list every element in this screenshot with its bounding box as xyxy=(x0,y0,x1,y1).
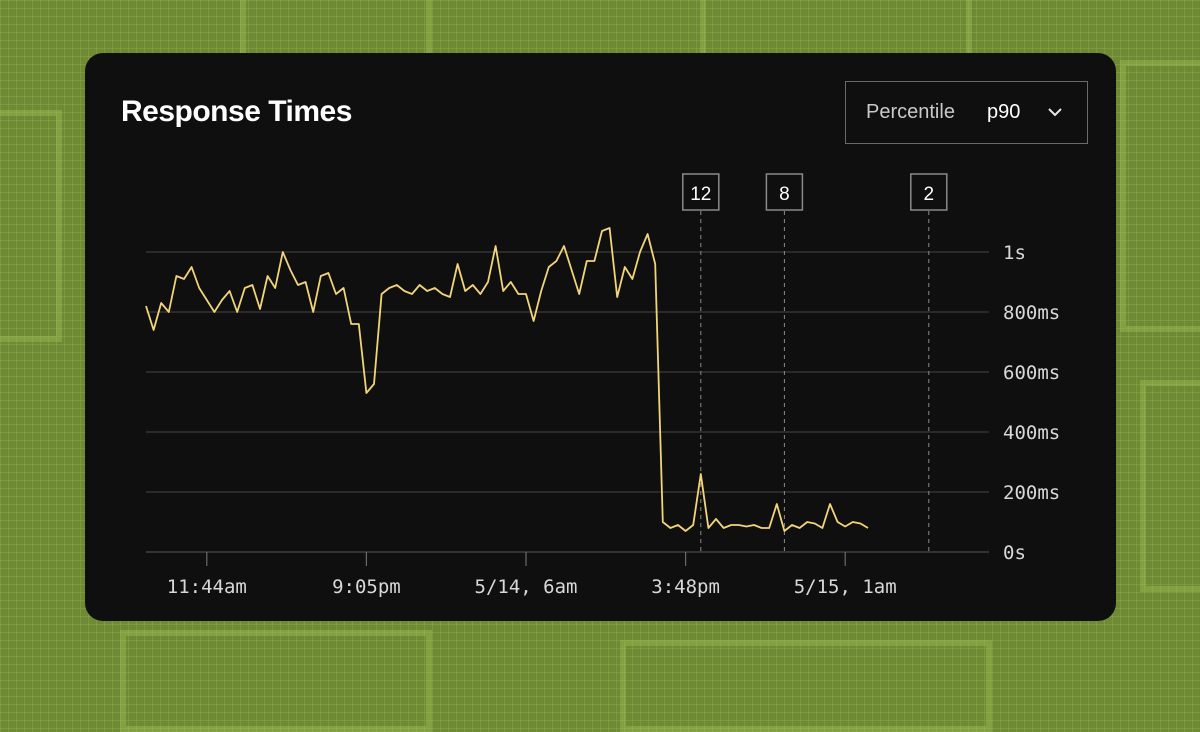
percentile-select[interactable]: Percentile p90 xyxy=(845,81,1088,144)
annotation-marker[interactable] xyxy=(765,173,804,211)
y-tick-label: 0s xyxy=(1003,542,1026,564)
y-tick-label: 1s xyxy=(1003,242,1026,264)
annotation-marker[interactable] xyxy=(910,173,948,211)
annotation-label: 12 xyxy=(690,184,711,205)
annotation-label: 2 xyxy=(924,184,935,205)
annotation-marker[interactable] xyxy=(682,173,720,211)
response-time-chart: 0s 200ms 400ms 600ms 800ms 1s 11:44am 9:05pm 5/1… xyxy=(145,173,1060,598)
y-tick-label: 800ms xyxy=(1003,302,1060,324)
y-tick-label: 600ms xyxy=(1003,362,1060,384)
background-pattern xyxy=(0,110,62,342)
x-tick-label: 11:44am xyxy=(167,576,247,598)
annotation-label: 8 xyxy=(779,184,790,205)
y-tick-label: 200ms xyxy=(1003,482,1060,504)
background-pattern xyxy=(620,640,992,732)
response-times-card: Response Times Percentile p90 0s 200ms 400… xyxy=(85,53,1116,621)
x-tick-label: 9:05pm xyxy=(332,576,401,598)
background-pattern xyxy=(1120,60,1200,332)
percentile-label: Percentile xyxy=(866,101,955,123)
y-tick-label: 400ms xyxy=(1003,422,1060,444)
background-pattern xyxy=(120,630,432,732)
x-tick-label: 3:48pm xyxy=(651,576,720,598)
percentile-value: p90 xyxy=(987,101,1021,123)
x-tick-label: 5/14, 6am xyxy=(475,576,578,598)
chevron-down-icon[interactable] xyxy=(1047,107,1063,117)
chart-title: Response Times xyxy=(121,95,352,128)
background-pattern xyxy=(1140,380,1200,592)
series-line xyxy=(145,227,869,532)
x-tick-label: 5/15, 1am xyxy=(794,576,897,598)
